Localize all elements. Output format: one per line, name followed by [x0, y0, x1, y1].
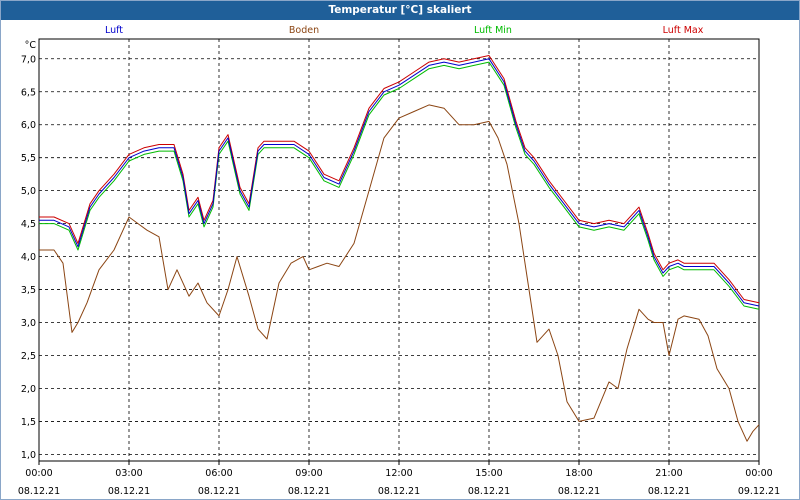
x-tick-time: 00:00 [745, 468, 772, 479]
y-tick-label: 5,0 [21, 186, 36, 197]
x-tick-date: 08.12.21 [378, 486, 420, 497]
x-tick-date: 08.12.21 [648, 486, 690, 497]
legend-luft-max: Luft Max [663, 25, 704, 36]
legend-boden: Boden [289, 25, 319, 36]
x-tick-time: 03:00 [115, 468, 142, 479]
y-tick-label: 6,5 [21, 87, 36, 98]
x-tick-time: 12:00 [385, 468, 412, 479]
x-tick-date: 08.12.21 [18, 486, 60, 497]
x-tick-time: 06:00 [205, 468, 232, 479]
series-line-boden [39, 104, 760, 442]
series-line-luft-min [39, 61, 760, 310]
y-tick-label: 2,0 [21, 384, 36, 395]
x-tick-time: 18:00 [565, 468, 592, 479]
y-tick-label: 5,5 [21, 153, 36, 164]
y-tick-label: 1,0 [21, 450, 36, 461]
y-axis-label: °C [25, 40, 37, 51]
y-tick-label: 4,0 [21, 252, 36, 263]
legend-luft-min: Luft Min [474, 25, 512, 36]
legend-luft: Luft [105, 25, 123, 36]
x-tick-time: 15:00 [475, 468, 502, 479]
x-tick-time: 09:00 [295, 468, 322, 479]
x-tick-time: 21:00 [655, 468, 682, 479]
y-tick-label: 6,0 [21, 120, 36, 131]
y-tick-label: 3,5 [21, 285, 36, 296]
x-tick-date: 08.12.21 [198, 486, 240, 497]
series-line-luft [39, 58, 760, 307]
x-tick-date: 09.12.21 [738, 486, 780, 497]
y-tick-label: 4,5 [21, 219, 36, 230]
x-tick-date: 08.12.21 [558, 486, 600, 497]
series-line-luft-max [39, 55, 760, 304]
x-tick-time: 00:00 [25, 468, 52, 479]
y-tick-label: 3,0 [21, 318, 36, 329]
y-tick-label: 2,5 [21, 351, 36, 362]
y-tick-label: 1,5 [21, 417, 36, 428]
x-tick-date: 08.12.21 [108, 486, 150, 497]
x-tick-date: 08.12.21 [288, 486, 330, 497]
y-tick-label: 7,0 [21, 54, 36, 65]
chart-title: Temperatur [°C] skaliert [1, 1, 799, 20]
x-tick-date: 08.12.21 [468, 486, 510, 497]
